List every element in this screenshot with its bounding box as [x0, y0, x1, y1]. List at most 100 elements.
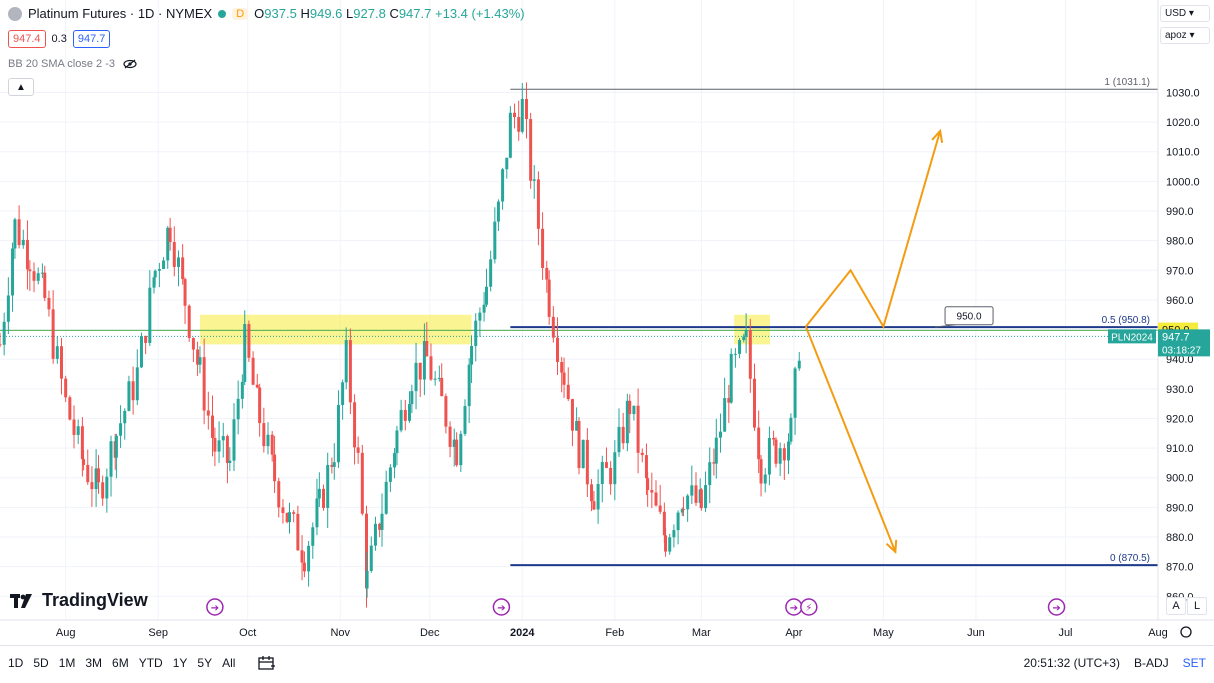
- range-button-all[interactable]: All: [222, 656, 236, 670]
- projection-up-line: [805, 130, 942, 330]
- time-tick-label: Sep: [148, 627, 168, 639]
- candle-body: [384, 481, 388, 514]
- candle-body: [285, 512, 289, 523]
- candle-body: [13, 219, 17, 249]
- candle-body: [336, 404, 340, 463]
- date-range-icon[interactable]: [258, 655, 276, 671]
- chart-legend: Platinum Futures · 1D · NYMEX D O937.5 H…: [8, 6, 525, 21]
- candle-body: [82, 459, 86, 465]
- auto-scale-button[interactable]: A: [1166, 597, 1186, 615]
- candle-body: [172, 242, 176, 267]
- candle-body: [236, 398, 240, 420]
- candle-body: [767, 437, 771, 475]
- symbol-tag: [1108, 329, 1156, 344]
- candle-body: [90, 482, 94, 490]
- candle-body: [388, 467, 392, 482]
- candle-body: [551, 316, 555, 338]
- candle-body: [213, 437, 217, 452]
- candle-body: [517, 117, 521, 132]
- candle-body: [570, 399, 574, 431]
- candle-body: [718, 431, 722, 438]
- time-tick-label: Oct: [239, 627, 256, 639]
- candle-body: [266, 434, 270, 447]
- range-button-3m[interactable]: 3M: [85, 656, 103, 670]
- range-button-1d[interactable]: 1D: [8, 656, 24, 670]
- range-button-6m[interactable]: 6M: [112, 656, 129, 670]
- candle-body: [210, 415, 214, 438]
- eye-off-icon[interactable]: [123, 59, 137, 69]
- candle-body: [348, 340, 352, 403]
- ask-price[interactable]: 947.7: [72, 30, 111, 48]
- candle-body: [131, 381, 135, 401]
- range-button-5y[interactable]: 5Y: [197, 656, 213, 670]
- candle-body: [452, 439, 456, 447]
- candle-body: [628, 400, 632, 415]
- candle-body: [183, 279, 187, 306]
- candle-body: [793, 368, 797, 418]
- event-marker-icon: [1047, 598, 1066, 616]
- candle-body: [206, 410, 210, 416]
- candle-body: [322, 488, 326, 508]
- candle-body: [127, 381, 131, 411]
- ohlc-values: O937.5 H949.6 L927.8 C947.7 +13.4 (+1.43…: [254, 6, 525, 21]
- candle-body: [217, 440, 221, 452]
- candle-body: [699, 489, 703, 509]
- candle-body: [47, 297, 51, 310]
- candle-body: [365, 570, 369, 589]
- candle-body: [365, 513, 369, 589]
- bid-price[interactable]: 947.4: [8, 30, 46, 48]
- candle-body: [577, 420, 581, 469]
- price-axis-bg: [1158, 0, 1214, 645]
- log-scale-button[interactable]: L: [1187, 597, 1207, 615]
- price-chart[interactable]: 1 (1031.1) 0.5 (950.8) 0 (870.5) 950.0 ➔ ➔ ➔ ⚡ ➔…: [0, 0, 1214, 645]
- candle-body: [414, 362, 418, 392]
- fib-level-label: 0.5 (950.8): [1102, 315, 1150, 326]
- session-toggle[interactable]: SET: [1182, 656, 1206, 670]
- time-tick-label: Feb: [605, 627, 624, 639]
- collapse-legend-button[interactable]: ▲: [8, 78, 34, 96]
- candle-body: [422, 341, 426, 380]
- price-tick-label: 990.0: [1166, 206, 1194, 218]
- candle-body: [273, 454, 277, 482]
- callout-box: [944, 306, 994, 326]
- candle-body: [221, 436, 225, 441]
- candle-body: [296, 513, 300, 551]
- price-tick-label: 980.0: [1166, 236, 1194, 248]
- bottom-toolbar: 1D 5D 1M 3M 6M YTD 1Y 5Y All 20:51:32 (UTC+3) B-…: [0, 645, 1214, 683]
- quote-panel: 947.4 0.3 947.7: [8, 30, 111, 48]
- candle-body: [40, 272, 44, 274]
- range-buttons: 1D 5D 1M 3M 6M YTD 1Y 5Y All: [8, 656, 235, 670]
- candle-body: [646, 478, 650, 491]
- range-button-5d[interactable]: 5D: [33, 656, 49, 670]
- candle-body: [144, 336, 148, 343]
- currency-select[interactable]: USD ▾: [1160, 5, 1210, 22]
- candle-body: [712, 462, 716, 464]
- indicator-legend: BB 20 SMA close 2 -3: [8, 58, 137, 70]
- candle-body: [690, 485, 694, 496]
- candle-body: [378, 523, 382, 530]
- clock-display[interactable]: 20:51:32 (UTC+3): [1023, 656, 1120, 670]
- candle-body: [440, 377, 444, 397]
- range-button-1y[interactable]: 1Y: [172, 656, 188, 670]
- candle-body: [787, 441, 791, 461]
- candle-body: [43, 272, 47, 298]
- candle-body: [547, 279, 551, 317]
- candle-body: [575, 420, 579, 431]
- candle-body: [600, 462, 604, 484]
- candle-body: [664, 535, 668, 552]
- unit-select[interactable]: apoz ▾: [1160, 27, 1210, 44]
- candle-body: [658, 505, 662, 512]
- candle-body: [101, 482, 105, 499]
- candle-body: [708, 462, 712, 486]
- indicator-label[interactable]: BB 20 SMA close 2 -3: [8, 58, 115, 70]
- candle-body: [425, 341, 429, 357]
- candle-body: [373, 523, 377, 546]
- candle-body: [714, 437, 718, 464]
- tradingview-logo[interactable]: TradingView: [10, 590, 148, 611]
- candle-body: [356, 447, 360, 453]
- adjustment-toggle[interactable]: B-ADJ: [1133, 656, 1169, 670]
- symbol-title[interactable]: Platinum Futures · 1D · NYMEX: [28, 6, 213, 21]
- range-button-1m[interactable]: 1M: [58, 656, 76, 670]
- time-tick-label: 2024: [510, 627, 535, 639]
- range-button-ytd[interactable]: YTD: [138, 656, 163, 670]
